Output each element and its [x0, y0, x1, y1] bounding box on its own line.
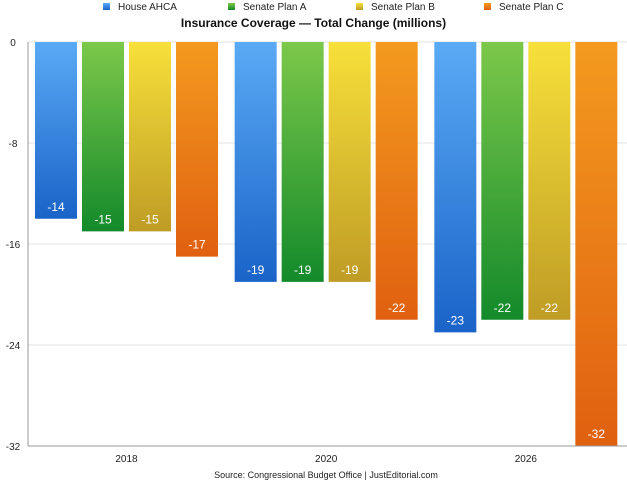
x-tick-label: 2018 — [115, 454, 138, 465]
bar — [528, 42, 571, 320]
data-label: -15 — [141, 212, 159, 226]
bar — [375, 42, 418, 320]
legend-entry: House AHCA — [118, 2, 177, 13]
x-tick-label: 2020 — [315, 454, 338, 465]
legend-entry: Senate Plan C — [499, 2, 564, 13]
y-tick-label: -16 — [6, 240, 21, 251]
data-label: -17 — [188, 238, 206, 252]
bar — [434, 42, 477, 333]
data-label: -19 — [341, 263, 359, 277]
bar — [82, 42, 124, 232]
y-tick-label: -24 — [6, 341, 21, 352]
x-tick-label: 2026 — [515, 454, 538, 465]
data-label: -32 — [588, 427, 606, 441]
data-label: -22 — [541, 301, 559, 315]
chart-title: Insurance Coverage — Total Change (milli… — [181, 16, 446, 30]
source-note: Source: Congressional Budget Office | Ju… — [214, 470, 438, 480]
legend-entry: Senate Plan B — [371, 2, 435, 13]
legend-swatch — [228, 3, 235, 10]
bar — [481, 42, 524, 320]
x-axis: 2018 2020 2026 — [28, 445, 627, 465]
data-label: -19 — [247, 263, 265, 277]
bar — [35, 42, 77, 219]
legend-swatch — [356, 3, 363, 10]
y-tick-label: -32 — [6, 442, 21, 453]
bar — [281, 42, 324, 282]
data-label: -15 — [94, 212, 112, 226]
legend-swatch — [484, 3, 491, 10]
data-label: -22 — [494, 301, 512, 315]
legend: House AHCA Senate Plan A Senate Plan B Sena… — [103, 2, 564, 13]
legend-entry: Senate Plan A — [243, 2, 307, 13]
data-label: -14 — [47, 200, 65, 214]
bar — [575, 42, 618, 446]
data-label: -23 — [447, 313, 465, 327]
data-label: -19 — [294, 263, 312, 277]
bars: -14 -15 -15 -17 -19 -19 -19 -22 -23 -22 -22 -32 — [35, 42, 618, 446]
bar — [328, 42, 371, 282]
bar — [129, 42, 171, 232]
y-tick-label: 0 — [10, 38, 16, 49]
data-label: -22 — [388, 301, 406, 315]
legend-swatch — [103, 3, 110, 10]
bar — [234, 42, 277, 282]
bar — [176, 42, 218, 257]
y-axis: 0 -8 -16 -24 -32 — [6, 38, 29, 453]
y-tick-label: -8 — [9, 139, 18, 150]
